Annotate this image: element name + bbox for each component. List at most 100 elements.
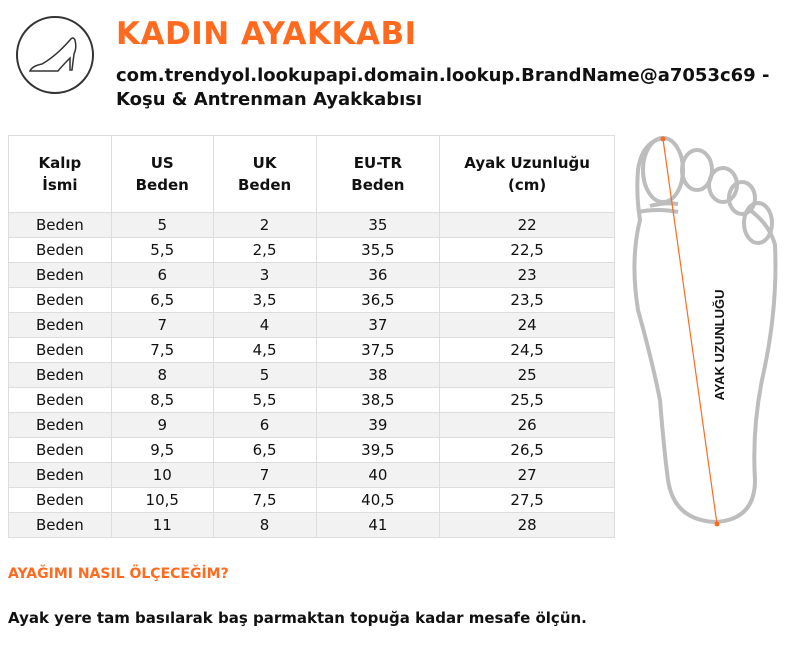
column-header-line: Beden	[351, 176, 405, 194]
column-header: Kalıp İsmi	[8, 135, 112, 213]
column-header-line: İsmi	[42, 176, 78, 194]
column-header-line: US	[150, 154, 174, 172]
table-cell: 2,5	[212, 237, 317, 263]
table-cell: 39	[315, 412, 441, 438]
column-header-line: Kalıp	[38, 154, 82, 172]
table-cell: 37	[315, 312, 441, 338]
column-header: EU-TR Beden	[315, 135, 441, 213]
table-cell: 39,5	[315, 437, 441, 463]
table-cell: 9,5	[110, 437, 214, 463]
table-cell: 4,5	[212, 337, 317, 363]
table-cell: 22,5	[439, 237, 615, 263]
table-cell: 7	[110, 312, 214, 338]
product-subtitle: com.trendyol.lookupapi.domain.lookup.Bra…	[116, 65, 770, 110]
table-cell: 5,5	[110, 237, 214, 263]
column-header-line: Ayak Uzunluğu	[464, 154, 590, 172]
table-cell: Beden	[8, 462, 112, 488]
table-cell: Beden	[8, 412, 112, 438]
table-cell: 26,5	[439, 437, 615, 463]
table-cell: 35	[315, 212, 441, 238]
table-cell: 24,5	[439, 337, 615, 363]
column-header-line: EU-TR	[353, 154, 402, 172]
table-cell: 2	[212, 212, 317, 238]
table-cell: 5	[110, 212, 214, 238]
table-cell: 10,5	[110, 487, 214, 513]
table-row: Beden 6 3 36 23	[8, 262, 615, 288]
table-row: Beden 10 7 40 27	[8, 462, 615, 488]
table-cell: 8	[110, 362, 214, 388]
table-cell: 3	[212, 262, 317, 288]
table-cell: 9	[110, 412, 214, 438]
table-row: Beden 5 2 35 22	[8, 212, 615, 238]
column-header: UK Beden	[212, 135, 317, 213]
column-header-line: UK	[252, 154, 277, 172]
table-cell: Beden	[8, 262, 112, 288]
table-cell: 27	[439, 462, 615, 488]
table-row: Beden 6,5 3,5 36,5 23,5	[8, 287, 615, 313]
table-cell: 25,5	[439, 387, 615, 413]
table-cell: 24	[439, 312, 615, 338]
table-row: Beden 7 4 37 24	[8, 312, 615, 338]
table-cell: Beden	[8, 312, 112, 338]
table-cell: Beden	[8, 212, 112, 238]
table-cell: Beden	[8, 512, 112, 538]
table-cell: Beden	[8, 337, 112, 363]
column-header-line: (cm)	[508, 176, 547, 194]
table-cell: 7,5	[212, 487, 317, 513]
table-cell: 5,5	[212, 387, 317, 413]
size-table: Kalıp İsmi US Beden UK Beden EU-TR Beden Ayak Uz…	[8, 135, 615, 538]
table-cell: 36	[315, 262, 441, 288]
table-cell: 8	[212, 512, 317, 538]
table-cell: 5	[212, 362, 317, 388]
measure-line	[662, 138, 718, 525]
table-row: Beden 5,5 2,5 35,5 22,5	[8, 237, 615, 263]
table-cell: Beden	[8, 487, 112, 513]
table-cell: 23	[439, 262, 615, 288]
table-row: Beden 8 5 38 25	[8, 362, 615, 388]
table-cell: 7	[212, 462, 317, 488]
high-heel-shoe-icon	[16, 16, 94, 94]
table-cell: 35,5	[315, 237, 441, 263]
table-cell: 22	[439, 212, 615, 238]
table-cell: 23,5	[439, 287, 615, 313]
table-row: Beden 11 8 41 28	[8, 512, 615, 538]
foot-outline	[632, 136, 778, 525]
table-row: Beden 9,5 6,5 39,5 26,5	[8, 437, 615, 463]
table-cell: Beden	[8, 237, 112, 263]
table-cell: Beden	[8, 437, 112, 463]
table-cell: 4	[212, 312, 317, 338]
table-cell: Beden	[8, 362, 112, 388]
how-to-measure-heading: AYAĞIMI NASIL ÖLÇECEĞİM?	[8, 566, 229, 582]
table-cell: 6	[110, 262, 214, 288]
table-cell: 27,5	[439, 487, 615, 513]
page-title: KADIN AYAKKABI	[116, 16, 417, 52]
table-cell: 36,5	[315, 287, 441, 313]
table-cell: 37,5	[315, 337, 441, 363]
table-cell: 11	[110, 512, 214, 538]
table-cell: 10	[110, 462, 214, 488]
table-cell: 40,5	[315, 487, 441, 513]
table-cell: 25	[439, 362, 615, 388]
table-cell: 40	[315, 462, 441, 488]
column-header: US Beden	[110, 135, 214, 213]
table-cell: 38	[315, 362, 441, 388]
column-header-line: Beden	[237, 176, 292, 194]
column-header-line: Beden	[135, 176, 189, 194]
table-row: Beden 9 6 39 26	[8, 412, 615, 438]
table-cell: 6	[212, 412, 317, 438]
table-cell: 28	[439, 512, 615, 538]
table-cell: 7,5	[110, 337, 214, 363]
how-to-measure-text: Ayak yere tam basılarak baş parmaktan to…	[8, 609, 587, 627]
table-cell: Beden	[8, 287, 112, 313]
table-cell: 6,5	[110, 287, 214, 313]
table-cell: Beden	[8, 387, 112, 413]
table-cell: 38,5	[315, 387, 441, 413]
table-row: Beden 10,5 7,5 40,5 27,5	[8, 487, 615, 513]
table-cell: 3,5	[212, 287, 317, 313]
foot-length-label: AYAK UZUNLUĞU	[712, 290, 727, 401]
table-cell: 8,5	[110, 387, 214, 413]
foot-length-diagram: AYAK UZUNLUĞU	[632, 136, 778, 527]
table-row: Beden 7,5 4,5 37,5 24,5	[8, 337, 615, 363]
table-cell: 41	[315, 512, 441, 538]
table-row: Beden 8,5 5,5 38,5 25,5	[8, 387, 615, 413]
